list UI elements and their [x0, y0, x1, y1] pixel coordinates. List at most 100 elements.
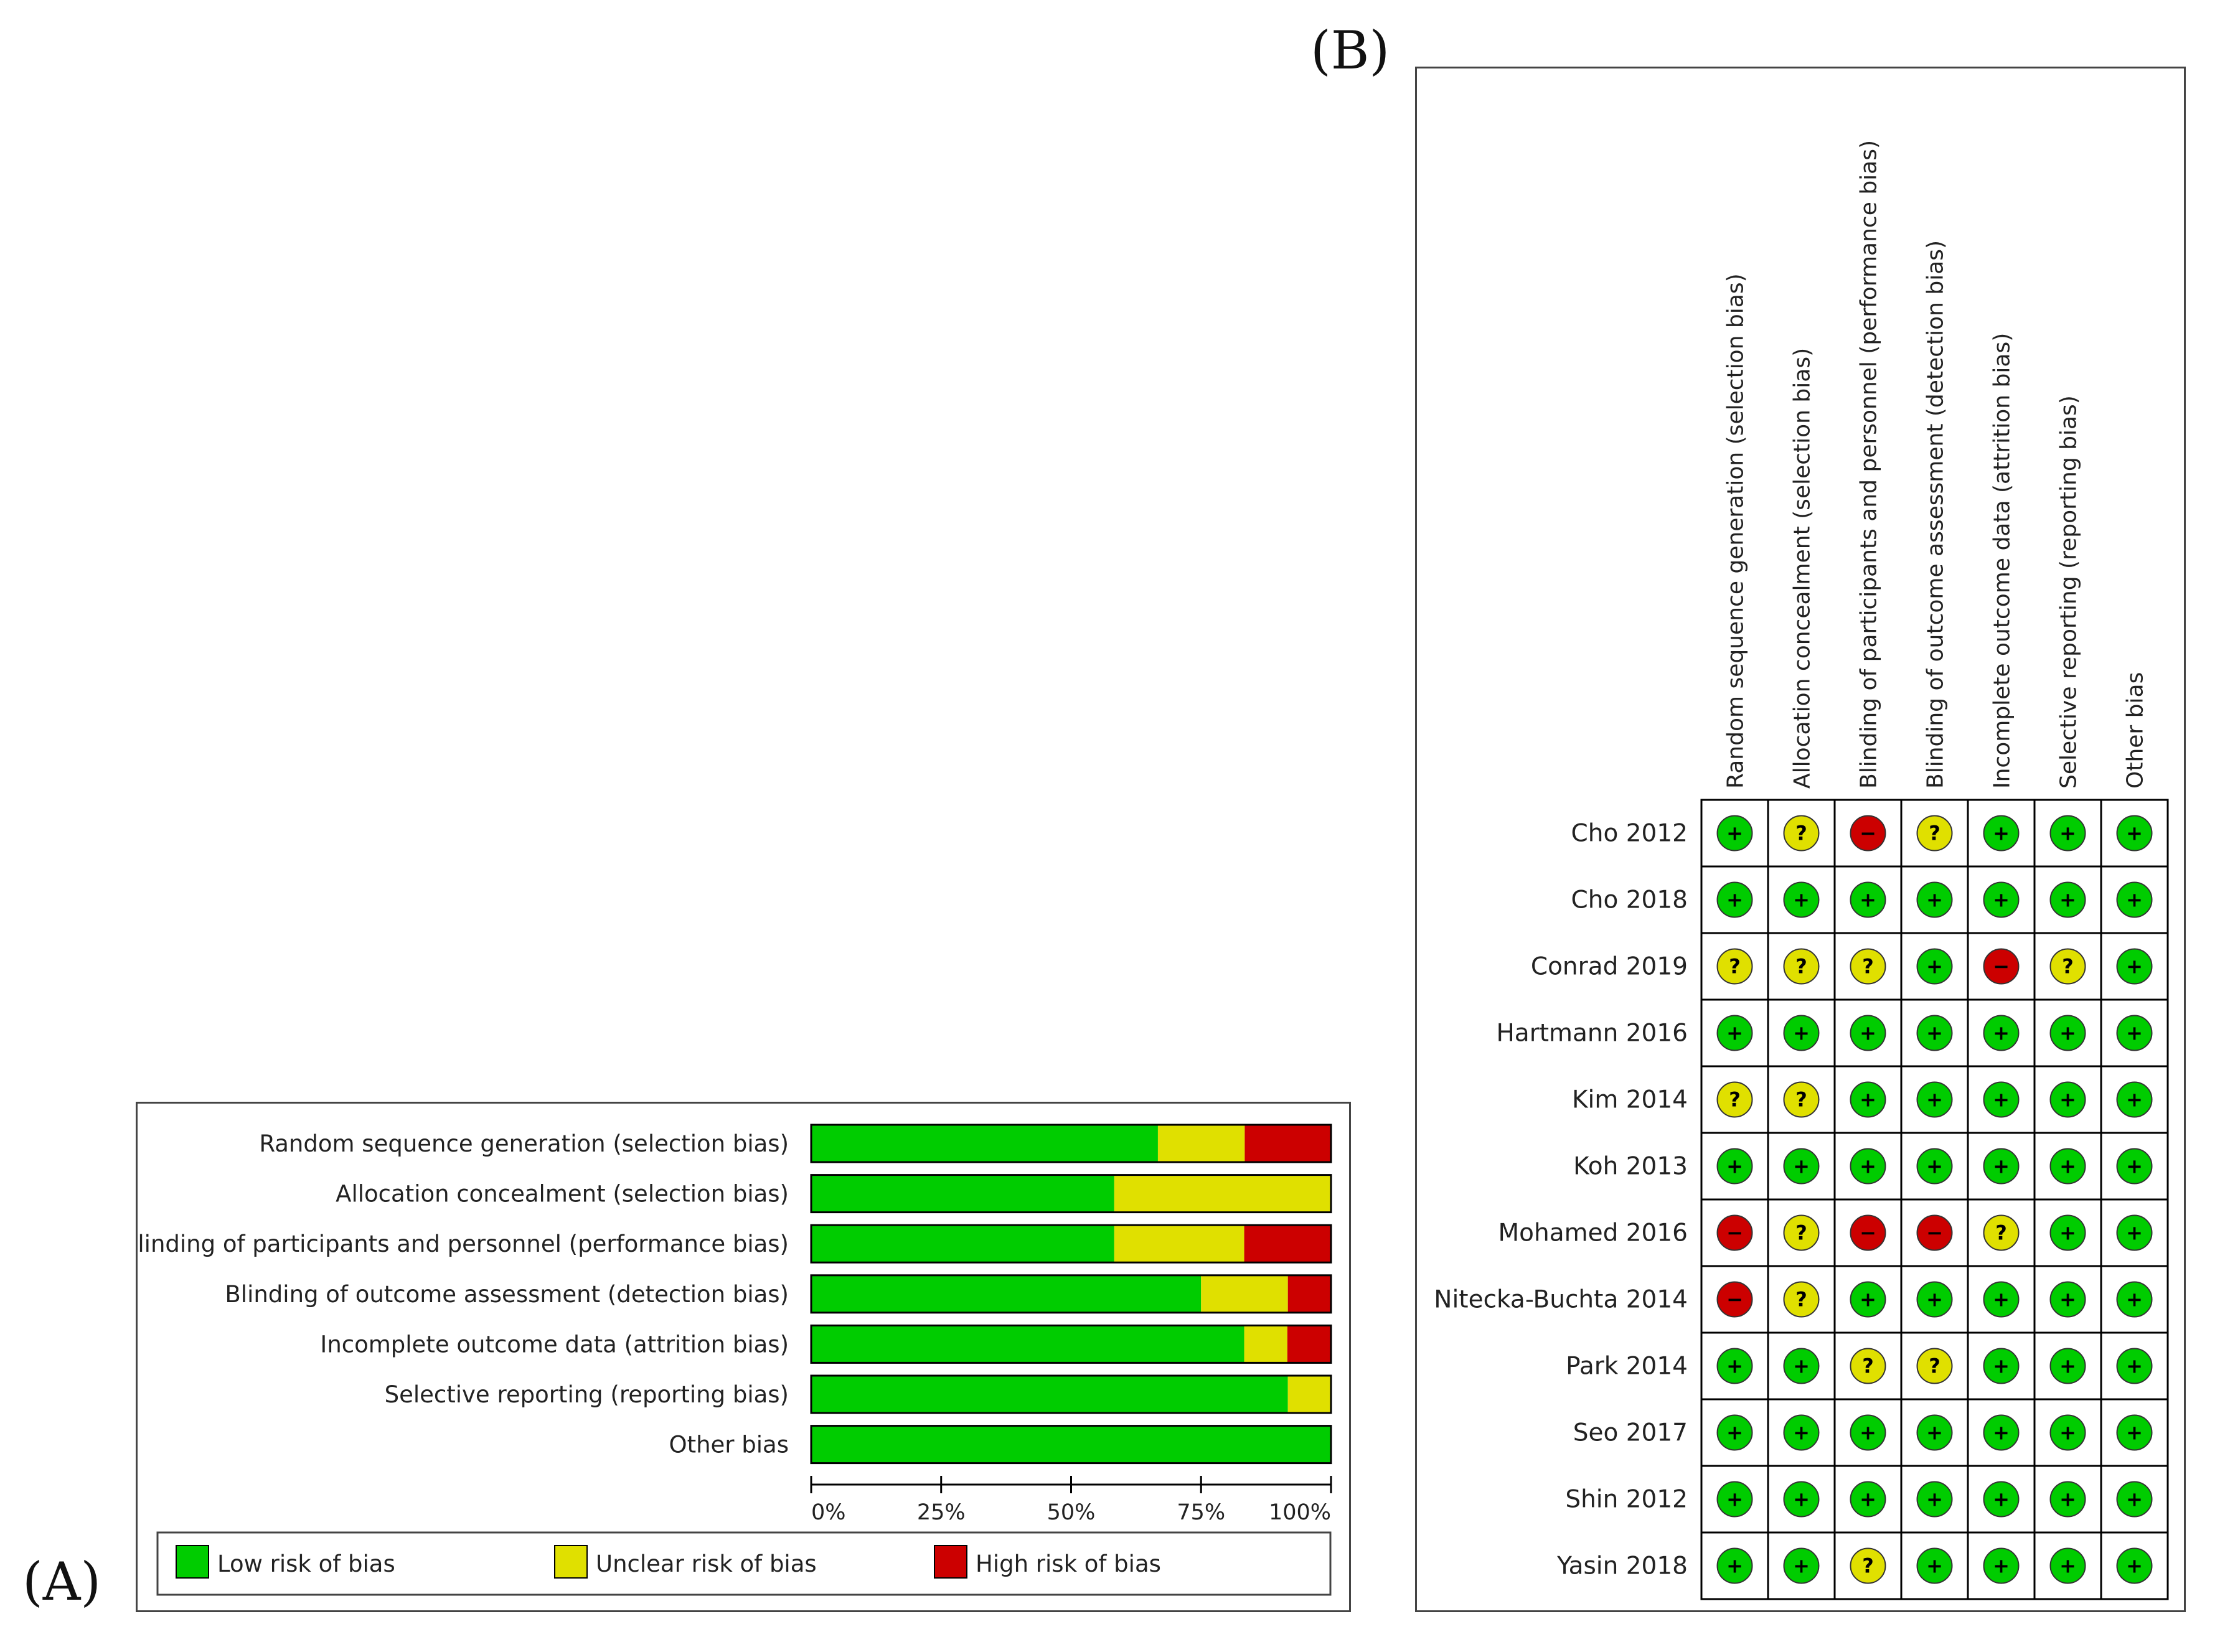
- rating-high-marker: [1983, 948, 2020, 985]
- rating-low-marker: [2049, 1547, 2086, 1584]
- rating-symbol: +: [1993, 1554, 2010, 1578]
- legend-swatch: [934, 1545, 967, 1579]
- rating-symbol: ?: [1795, 1088, 1807, 1112]
- column-header: Random sequence generation (selection bi…: [1723, 273, 1749, 789]
- rating-symbol: +: [1793, 888, 1810, 912]
- column-header: Blinding of participants and personnel (…: [1856, 140, 1882, 789]
- rating-low-marker: [2116, 1547, 2153, 1584]
- study-label: Cho 2018: [1571, 886, 1688, 914]
- legend-swatch: [554, 1545, 588, 1579]
- rating-symbol: +: [1726, 1155, 1743, 1178]
- rating-symbol: +: [2126, 822, 2143, 845]
- rating-low-marker: [1716, 1348, 1753, 1384]
- rating-symbol: +: [1726, 888, 1743, 912]
- legend-label: High risk of bias: [976, 1551, 1161, 1577]
- legend-box: [156, 1531, 1332, 1596]
- rating-low-marker: [1783, 1015, 1820, 1051]
- bar-outline: [810, 1174, 1332, 1214]
- rating-low-marker: [1916, 1148, 1953, 1185]
- rating-low-marker: [1983, 1281, 2020, 1318]
- study-label: Yasin 2018: [1556, 1552, 1688, 1580]
- rating-unclear-marker: [1783, 815, 1820, 852]
- rating-low-marker: [1716, 815, 1753, 852]
- rating-low-marker: [1983, 1148, 2020, 1185]
- rating-symbol: +: [1860, 1021, 1876, 1045]
- rating-low-marker: [1850, 881, 1886, 918]
- rating-low-marker: [1850, 1481, 1886, 1518]
- bar-segment: [811, 1225, 1114, 1263]
- rating-low-marker: [1983, 815, 2020, 852]
- bar-segment: [1201, 1275, 1288, 1313]
- rating-low-marker: [1983, 1081, 2020, 1118]
- rating-symbol: +: [2126, 1488, 2143, 1511]
- rating-symbol: ?: [1795, 1221, 1807, 1245]
- rating-low-marker: [1916, 1414, 1953, 1451]
- rating-low-marker: [2049, 1214, 2086, 1251]
- category-label: Other bias: [669, 1432, 789, 1458]
- rating-symbol: +: [1860, 1155, 1876, 1178]
- rating-symbol: +: [2126, 1221, 2143, 1245]
- rating-symbol: +: [2059, 1288, 2076, 1312]
- x-tick-label: 25%: [917, 1500, 966, 1525]
- bar-segment: [1114, 1175, 1331, 1213]
- rating-symbol: ?: [1795, 822, 1807, 845]
- rating-symbol: ?: [1929, 822, 1940, 845]
- category-label: Random sequence generation (selection bi…: [259, 1130, 789, 1157]
- rating-symbol: +: [2059, 822, 2076, 845]
- rating-symbol: +: [1926, 1088, 1943, 1112]
- rating-symbol: +: [1993, 1421, 2010, 1445]
- rating-low-marker: [1850, 1081, 1886, 1118]
- rating-symbol: +: [2059, 1554, 2076, 1578]
- rating-symbol: −: [1860, 1221, 1876, 1245]
- panel-a-label: (A): [22, 1551, 101, 1612]
- category-label: Incomplete outcome data (attrition bias): [320, 1331, 789, 1358]
- rating-low-marker: [2116, 1348, 2153, 1384]
- rating-symbol: ?: [1995, 1221, 2007, 1245]
- legend-label: Unclear risk of bias: [596, 1551, 817, 1577]
- bar-segment: [811, 1425, 1331, 1463]
- rating-low-marker: [1716, 1481, 1753, 1518]
- rating-unclear-marker: [1983, 1214, 2020, 1251]
- bar-segment: [811, 1275, 1202, 1313]
- rating-symbol: +: [1793, 1421, 1810, 1445]
- rating-symbol: +: [2126, 955, 2143, 979]
- rating-unclear-marker: [1850, 1547, 1886, 1584]
- bar-segment: [1287, 1376, 1331, 1413]
- column-header: Selective reporting (reporting bias): [2056, 395, 2082, 789]
- rating-low-marker: [1716, 1148, 1753, 1185]
- rating-symbol: +: [1793, 1488, 1810, 1511]
- category-label: Blinding of outcome assessment (detectio…: [225, 1281, 789, 1308]
- rating-low-marker: [1716, 1414, 1753, 1451]
- rating-low-marker: [1783, 881, 1820, 918]
- rating-symbol: ?: [1862, 1354, 1874, 1378]
- bar-outline: [810, 1124, 1332, 1163]
- rating-low-marker: [1983, 1547, 2020, 1584]
- rating-symbol: +: [2059, 1488, 2076, 1511]
- rating-high-marker: [1916, 1214, 1953, 1251]
- rating-unclear-marker: [1783, 1214, 1820, 1251]
- bar-segment: [1244, 1225, 1331, 1263]
- column-header: Allocation concealment (selection bias): [1790, 348, 1815, 789]
- rating-symbol: +: [1793, 1021, 1810, 1045]
- risk-of-bias-summary-panel: Random sequence generation (selection bi…: [1415, 67, 2186, 1612]
- study-label: Cho 2012: [1571, 820, 1688, 848]
- rating-symbol: +: [1926, 1288, 1943, 1312]
- rating-low-marker: [2116, 1148, 2153, 1185]
- rating-low-marker: [1916, 1547, 1953, 1584]
- bar-segment: [811, 1325, 1244, 1363]
- rating-symbol: +: [1860, 1288, 1876, 1312]
- rating-low-marker: [1983, 1015, 2020, 1051]
- rating-low-marker: [1983, 1481, 2020, 1518]
- rating-symbol: ?: [2062, 955, 2074, 979]
- rating-symbol: −: [1926, 1221, 1943, 1245]
- rating-symbol: +: [1993, 1354, 2010, 1378]
- rating-symbol: ?: [1862, 955, 1874, 979]
- bar-outline: [810, 1274, 1332, 1314]
- category-label: Blinding of participants and personnel (…: [138, 1231, 789, 1257]
- rating-low-marker: [2049, 1481, 2086, 1518]
- rating-symbol: +: [1993, 1088, 2010, 1112]
- rating-symbol: +: [2126, 1354, 2143, 1378]
- rating-low-marker: [2049, 815, 2086, 852]
- rating-symbol: +: [2059, 1421, 2076, 1445]
- rating-symbol: +: [1993, 888, 2010, 912]
